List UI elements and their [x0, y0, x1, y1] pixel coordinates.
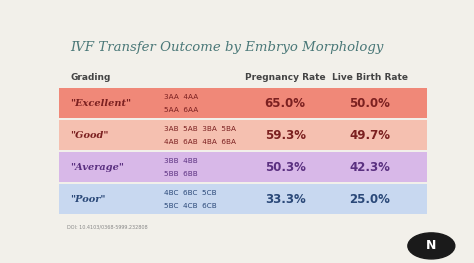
Text: "Good": "Good" — [70, 130, 109, 140]
Text: 65.0%: 65.0% — [264, 97, 306, 110]
Text: "Poor": "Poor" — [70, 195, 106, 204]
Text: 50.3%: 50.3% — [265, 160, 306, 174]
Text: Pregnancy Rate: Pregnancy Rate — [245, 73, 326, 82]
Text: 3AA  4AA: 3AA 4AA — [164, 94, 198, 99]
Bar — [59, 88, 427, 118]
Text: "Average": "Average" — [70, 163, 124, 171]
Circle shape — [408, 233, 455, 259]
Text: Grading: Grading — [70, 73, 110, 82]
Text: DOI: 10.4103/0368-5999.232808: DOI: 10.4103/0368-5999.232808 — [66, 224, 147, 229]
Text: 4BC  6BC  5CB: 4BC 6BC 5CB — [164, 190, 217, 195]
Text: 3BB  4BB: 3BB 4BB — [164, 158, 198, 164]
Text: 4AB  6AB  4BA  6BA: 4AB 6AB 4BA 6BA — [164, 139, 236, 145]
Text: 25.0%: 25.0% — [349, 193, 390, 206]
Text: N: N — [426, 239, 437, 252]
Text: 49.7%: 49.7% — [349, 129, 390, 141]
Text: 5BC  4CB  6CB: 5BC 4CB 6CB — [164, 203, 217, 209]
Text: 50.0%: 50.0% — [349, 97, 390, 110]
Bar — [59, 184, 427, 214]
Text: 3AB  5AB  3BA  5BA: 3AB 5AB 3BA 5BA — [164, 125, 236, 132]
Bar — [59, 152, 427, 182]
Text: IVF Transfer Outcome by Embryo Morphology: IVF Transfer Outcome by Embryo Morpholog… — [70, 41, 383, 54]
Text: 59.3%: 59.3% — [264, 129, 306, 141]
Text: 42.3%: 42.3% — [349, 160, 390, 174]
Text: 33.3%: 33.3% — [265, 193, 306, 206]
Text: 5AA  6AA: 5AA 6AA — [164, 107, 198, 113]
Bar — [59, 120, 427, 150]
Text: 5BB  6BB: 5BB 6BB — [164, 170, 198, 176]
Text: "Excellent": "Excellent" — [70, 99, 131, 108]
Text: Live Birth Rate: Live Birth Rate — [332, 73, 408, 82]
